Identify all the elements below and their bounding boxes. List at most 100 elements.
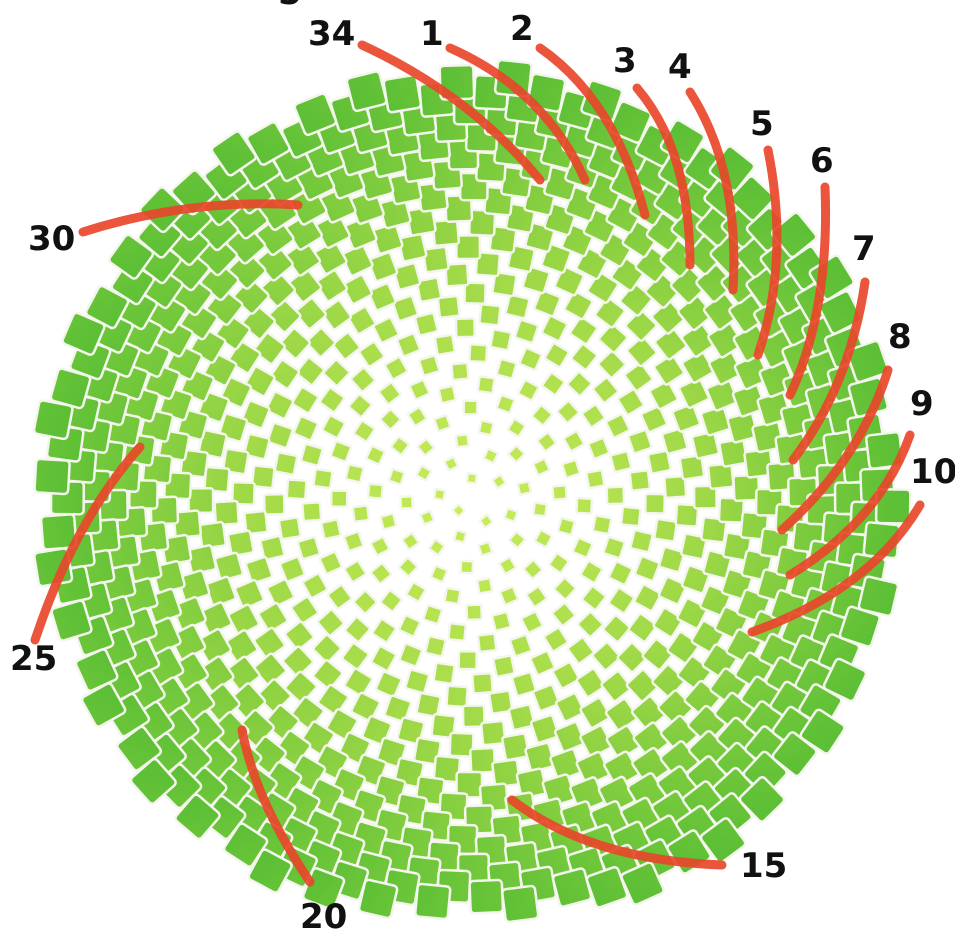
floret xyxy=(575,667,606,698)
floret xyxy=(597,349,627,379)
floret xyxy=(428,538,446,556)
floret xyxy=(619,505,642,528)
floret xyxy=(646,449,672,475)
floret xyxy=(605,485,626,506)
floret xyxy=(352,419,376,443)
floret xyxy=(640,405,668,434)
floret xyxy=(370,645,398,672)
floret xyxy=(571,536,594,559)
floret xyxy=(179,448,210,479)
spiral-label-34: 34 xyxy=(308,14,355,54)
floret-field xyxy=(32,58,912,924)
floret xyxy=(301,501,323,523)
floret xyxy=(501,732,530,762)
floret xyxy=(287,268,323,304)
floret xyxy=(33,457,71,496)
floret xyxy=(657,575,688,606)
floret xyxy=(419,509,436,526)
floret xyxy=(387,467,406,486)
floret xyxy=(581,403,606,429)
floret xyxy=(454,317,477,339)
floret xyxy=(626,335,658,368)
floret xyxy=(490,610,512,632)
floret xyxy=(581,585,607,611)
floret xyxy=(443,455,460,472)
floret xyxy=(240,399,271,430)
floret xyxy=(457,649,478,671)
floret xyxy=(256,678,292,714)
floret xyxy=(204,575,237,608)
floret xyxy=(575,496,594,515)
floret xyxy=(489,328,513,352)
spiral-line-7 xyxy=(788,277,870,465)
floret xyxy=(674,502,700,528)
floret xyxy=(705,378,739,412)
floret xyxy=(186,544,218,576)
floret xyxy=(433,333,456,356)
floret xyxy=(265,390,295,420)
floret xyxy=(463,281,487,305)
floret xyxy=(541,371,566,397)
floret xyxy=(569,316,599,346)
floret xyxy=(506,417,527,438)
floret xyxy=(478,303,502,327)
floret xyxy=(602,535,626,560)
floret xyxy=(437,384,457,405)
floret xyxy=(471,671,494,695)
floret xyxy=(540,314,569,342)
floret xyxy=(213,499,240,527)
floret xyxy=(213,551,244,582)
floret xyxy=(607,586,636,615)
floret xyxy=(398,614,422,638)
floret xyxy=(379,589,403,613)
floret xyxy=(570,343,599,371)
floret xyxy=(551,867,593,908)
floret xyxy=(266,421,294,449)
floret xyxy=(477,419,495,437)
floret xyxy=(443,586,462,606)
floret xyxy=(845,339,890,384)
floret xyxy=(576,610,604,638)
floret xyxy=(506,244,536,274)
floret xyxy=(488,225,518,254)
floret xyxy=(224,629,259,664)
floret xyxy=(532,683,561,712)
spiral-line-34 xyxy=(357,40,545,185)
floret xyxy=(461,704,486,729)
floret xyxy=(491,271,518,298)
floret xyxy=(451,503,466,518)
floret xyxy=(422,245,450,274)
floret xyxy=(279,327,311,360)
floret xyxy=(587,436,611,460)
floret xyxy=(372,316,400,344)
floret xyxy=(661,427,689,455)
floret xyxy=(553,720,586,753)
floret xyxy=(392,262,422,291)
floret xyxy=(374,670,403,699)
floret xyxy=(369,535,391,557)
floret xyxy=(407,406,428,427)
floret xyxy=(366,482,385,500)
floret xyxy=(563,290,594,321)
spiral-label-20: 20 xyxy=(300,897,347,937)
floret xyxy=(396,332,422,358)
floret xyxy=(221,447,250,476)
floret xyxy=(293,92,338,137)
floret xyxy=(651,299,686,335)
spiral-label-25: 25 xyxy=(10,639,57,679)
floret xyxy=(198,520,227,550)
floret xyxy=(474,251,501,278)
floret xyxy=(476,375,496,395)
floret xyxy=(507,444,526,464)
floret xyxy=(643,492,666,515)
floret xyxy=(625,668,660,703)
floret xyxy=(408,378,431,401)
floret xyxy=(397,556,419,578)
floret xyxy=(521,265,551,295)
floret xyxy=(529,650,556,677)
spiral-label-8: 8 xyxy=(888,317,912,357)
floret xyxy=(477,540,494,557)
floret xyxy=(585,469,606,490)
floret xyxy=(556,516,576,536)
floret xyxy=(561,458,581,479)
